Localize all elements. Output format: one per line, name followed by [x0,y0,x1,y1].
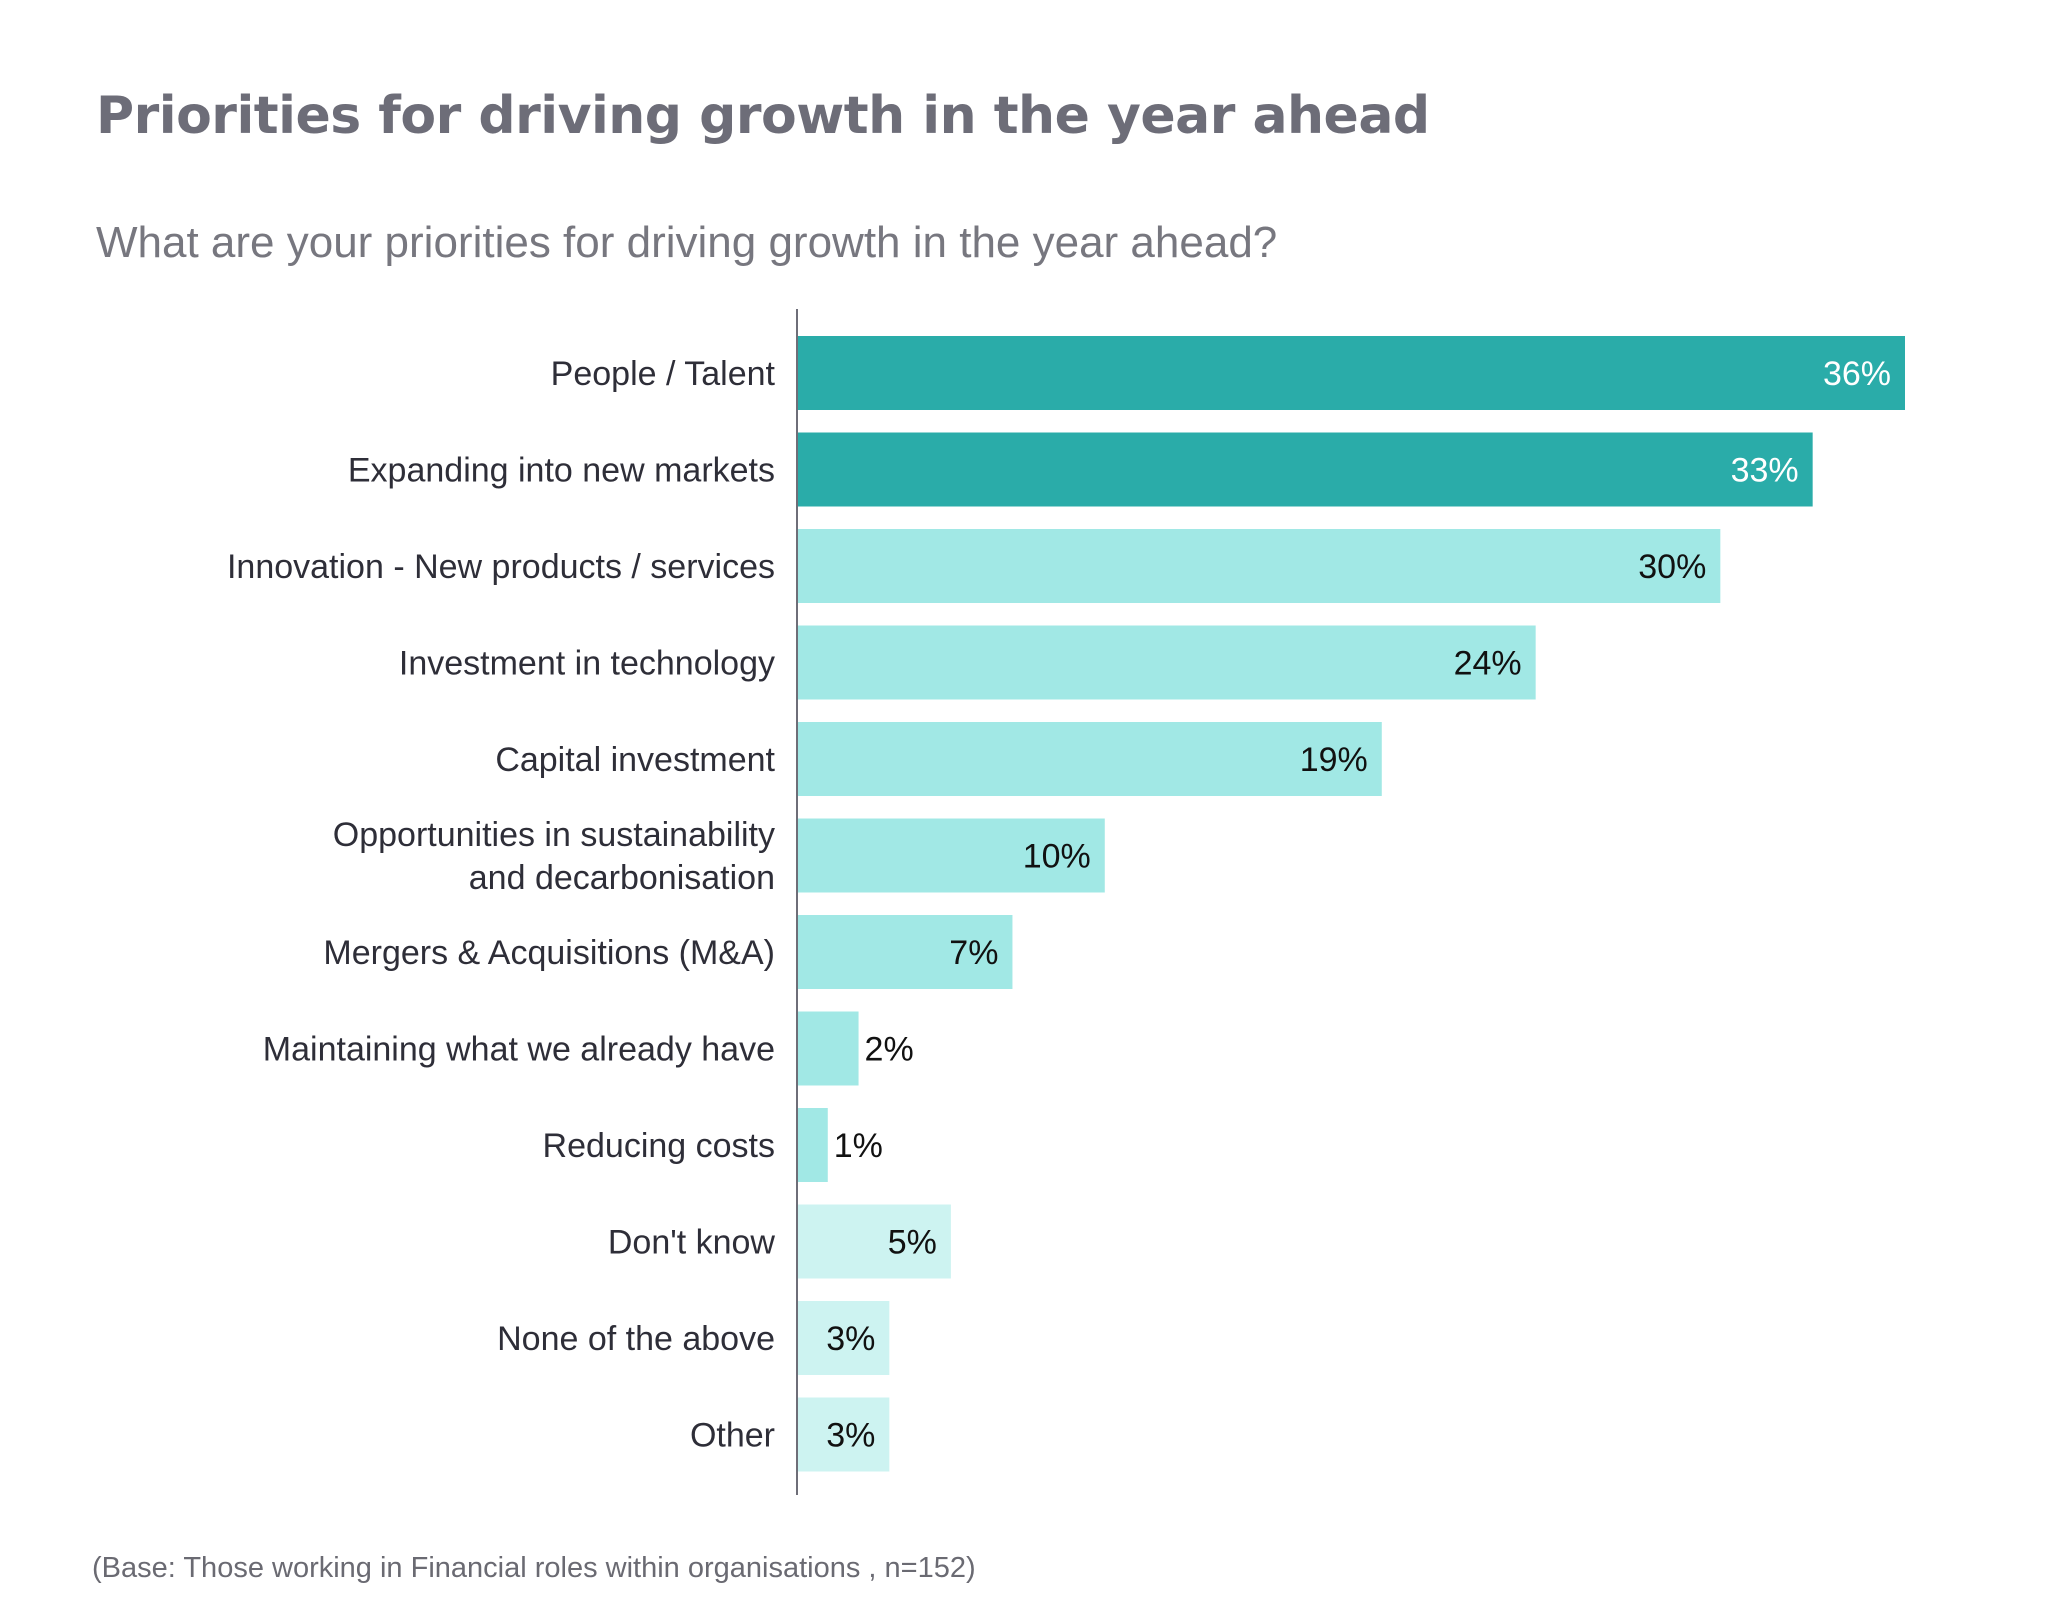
bar [797,529,1721,603]
category-label-line: Other [690,1417,775,1455]
category-label: Innovation - New products / services [227,548,775,586]
base-footnote: (Base: Those working in Financial roles … [92,1552,976,1584]
category-label: Capital investment [495,741,775,779]
chart-title: Priorities for driving growth in the yea… [96,86,1430,146]
category-label-line: People / Talent [551,355,776,393]
bar [797,1108,828,1182]
value-label: 1% [834,1127,883,1165]
category-label: Reducing costs [543,1127,775,1165]
category-label-line: Expanding into new markets [348,452,775,490]
bar [797,818,1105,893]
category-label-line: Maintaining what we already have [263,1031,775,1069]
category-label: Other [690,1417,775,1455]
category-label-line: Investment in technology [399,645,775,683]
value-label: 3% [826,1320,875,1358]
value-label: 24% [1454,645,1522,683]
bar [797,625,1536,700]
category-label-line: Capital investment [495,741,775,779]
bar [797,915,1013,989]
chart-subtitle: What are your priorities for driving gro… [96,218,1278,267]
value-label: 7% [949,934,998,972]
value-label: 30% [1638,548,1706,586]
category-label: Mergers & Acquisitions (M&A) [323,934,775,972]
value-label: 3% [826,1417,875,1455]
value-label: 36% [1823,355,1891,393]
category-label: Expanding into new markets [348,452,775,490]
category-label-line: Opportunities in sustainability [333,816,775,854]
bar [797,336,1905,410]
category-label-line: Reducing costs [543,1127,775,1165]
bar [797,722,1382,796]
category-label: None of the above [497,1320,775,1358]
category-label: Investment in technology [399,645,775,683]
category-label-line: and decarbonisation [469,859,775,897]
value-label: 19% [1300,741,1368,779]
category-label: Maintaining what we already have [263,1031,775,1069]
category-label-line: Don't know [608,1224,776,1262]
value-label: 2% [865,1031,914,1069]
category-label: Don't know [608,1224,776,1262]
category-label: Opportunities in sustainability and decar… [333,816,775,897]
value-label: 10% [1023,838,1091,876]
bar [797,432,1813,507]
value-label: 33% [1731,452,1799,490]
bar [797,1397,890,1472]
category-label-line: Mergers & Acquisitions (M&A) [323,934,775,972]
bar [797,1204,951,1279]
category-label: People / Talent [551,355,776,393]
category-label-line: None of the above [497,1320,775,1358]
value-label: 5% [888,1224,937,1262]
bar [797,1011,859,1086]
bar [797,1301,890,1375]
category-label-line: Innovation - New products / services [227,548,775,586]
